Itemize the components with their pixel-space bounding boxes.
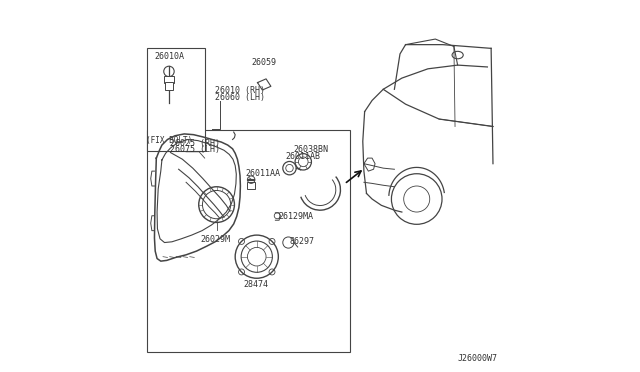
Text: 26075 (LH): 26075 (LH): [170, 145, 220, 154]
Text: 26059: 26059: [252, 58, 276, 67]
Bar: [164, 76, 174, 83]
Text: 26029M: 26029M: [200, 235, 230, 244]
Text: 26011AB: 26011AB: [286, 153, 321, 161]
Bar: [248, 182, 255, 189]
Text: 26010A: 26010A: [154, 52, 184, 61]
Bar: [147, 130, 349, 352]
Text: 26038BN: 26038BN: [293, 145, 328, 154]
Text: 26129MA: 26129MA: [278, 212, 314, 221]
Text: 26011AA: 26011AA: [246, 169, 280, 178]
Text: 28474: 28474: [243, 280, 269, 289]
Text: 86297: 86297: [289, 237, 314, 246]
Bar: [147, 48, 205, 151]
Text: J26000W7: J26000W7: [458, 354, 498, 363]
Text: 26025 (RH): 26025 (RH): [170, 139, 220, 148]
Text: (FIX BOLT): (FIX BOLT): [146, 136, 192, 145]
Text: 26060 (LH): 26060 (LH): [215, 93, 265, 102]
Text: 26010 (RH): 26010 (RH): [215, 86, 265, 94]
Bar: [165, 82, 173, 90]
